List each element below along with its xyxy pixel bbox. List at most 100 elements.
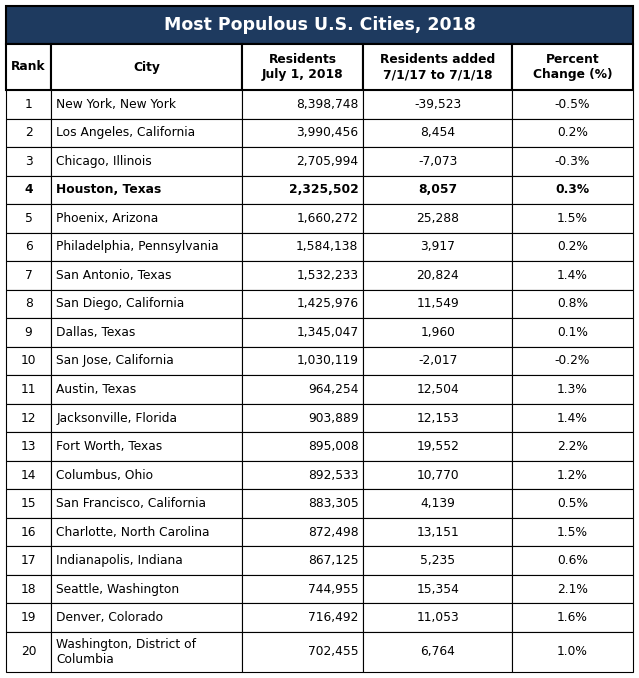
- Text: Los Angeles, California: Los Angeles, California: [56, 126, 196, 139]
- Bar: [512, 546, 633, 575]
- Bar: [242, 233, 364, 261]
- Text: 18: 18: [20, 582, 36, 596]
- Bar: [364, 575, 512, 603]
- Text: 895,008: 895,008: [307, 440, 358, 453]
- Bar: [6, 233, 51, 261]
- Text: 883,305: 883,305: [307, 497, 358, 510]
- Text: 744,955: 744,955: [308, 582, 358, 596]
- Text: 4: 4: [24, 183, 33, 197]
- Bar: [364, 346, 512, 375]
- Bar: [364, 204, 512, 233]
- Bar: [512, 433, 633, 461]
- Bar: [242, 119, 364, 147]
- Text: 14: 14: [21, 468, 36, 481]
- Text: Seattle, Washington: Seattle, Washington: [56, 582, 180, 596]
- Bar: [6, 204, 51, 233]
- Text: 10,770: 10,770: [417, 468, 459, 481]
- Bar: [51, 176, 242, 204]
- Bar: [242, 575, 364, 603]
- Text: Rank: Rank: [12, 60, 46, 73]
- Bar: [512, 176, 633, 204]
- Text: 1,584,138: 1,584,138: [296, 241, 358, 254]
- Text: 9: 9: [25, 326, 33, 339]
- Bar: [242, 261, 364, 290]
- Text: 0.3%: 0.3%: [555, 183, 590, 197]
- Bar: [512, 261, 633, 290]
- Text: San Diego, California: San Diego, California: [56, 298, 185, 311]
- Text: 1: 1: [25, 98, 33, 111]
- Bar: [242, 147, 364, 176]
- Bar: [364, 490, 512, 518]
- Text: 10: 10: [21, 355, 36, 367]
- Bar: [6, 461, 51, 490]
- Bar: [242, 204, 364, 233]
- Bar: [512, 318, 633, 346]
- Bar: [242, 546, 364, 575]
- Bar: [364, 603, 512, 632]
- Bar: [512, 290, 633, 318]
- Bar: [6, 346, 51, 375]
- Text: 716,492: 716,492: [308, 611, 358, 624]
- Text: 903,889: 903,889: [308, 412, 358, 424]
- Text: 8,057: 8,057: [418, 183, 458, 197]
- Text: 25,288: 25,288: [416, 212, 459, 225]
- Bar: [6, 318, 51, 346]
- Bar: [364, 261, 512, 290]
- Bar: [242, 290, 364, 318]
- Text: Fort Worth, Texas: Fort Worth, Texas: [56, 440, 162, 453]
- Bar: [6, 632, 51, 672]
- Bar: [242, 346, 364, 375]
- Bar: [512, 233, 633, 261]
- Text: 13,151: 13,151: [417, 525, 459, 538]
- Bar: [6, 375, 51, 404]
- Bar: [51, 546, 242, 575]
- Text: 1,345,047: 1,345,047: [296, 326, 358, 339]
- Text: 19,552: 19,552: [416, 440, 459, 453]
- Bar: [51, 233, 242, 261]
- Text: 0.8%: 0.8%: [557, 298, 588, 311]
- Text: 3: 3: [25, 155, 33, 168]
- Bar: [51, 461, 242, 490]
- Text: Indianapolis, Indiana: Indianapolis, Indiana: [56, 554, 183, 567]
- Text: 1.4%: 1.4%: [557, 412, 588, 424]
- Bar: [364, 632, 512, 672]
- Text: 6,764: 6,764: [420, 645, 455, 658]
- Bar: [51, 632, 242, 672]
- Bar: [242, 490, 364, 518]
- Bar: [6, 119, 51, 147]
- Text: 6: 6: [25, 241, 33, 254]
- Text: 2.1%: 2.1%: [557, 582, 588, 596]
- Bar: [6, 147, 51, 176]
- Bar: [51, 404, 242, 433]
- Text: 1.2%: 1.2%: [557, 468, 588, 481]
- Text: 892,533: 892,533: [308, 468, 358, 481]
- Text: San Jose, California: San Jose, California: [56, 355, 174, 367]
- Bar: [364, 147, 512, 176]
- Bar: [6, 290, 51, 318]
- Bar: [364, 461, 512, 490]
- Text: San Francisco, California: San Francisco, California: [56, 497, 206, 510]
- Text: -0.3%: -0.3%: [555, 155, 590, 168]
- Text: Houston, Texas: Houston, Texas: [56, 183, 162, 197]
- Text: 1,425,976: 1,425,976: [296, 298, 358, 311]
- Text: Residents added
7/1/17 to 7/1/18: Residents added 7/1/17 to 7/1/18: [380, 53, 495, 81]
- Bar: [364, 90, 512, 119]
- Bar: [242, 461, 364, 490]
- Text: 867,125: 867,125: [308, 554, 358, 567]
- Text: -7,073: -7,073: [418, 155, 458, 168]
- Bar: [6, 433, 51, 461]
- Bar: [242, 44, 364, 90]
- Bar: [512, 375, 633, 404]
- Text: 11,053: 11,053: [417, 611, 459, 624]
- Text: -0.2%: -0.2%: [555, 355, 590, 367]
- Text: 5,235: 5,235: [420, 554, 455, 567]
- Text: Dallas, Texas: Dallas, Texas: [56, 326, 135, 339]
- Text: 1.4%: 1.4%: [557, 269, 588, 282]
- Text: 16: 16: [21, 525, 36, 538]
- Text: 12,504: 12,504: [417, 383, 459, 396]
- Bar: [512, 44, 633, 90]
- Text: 0.6%: 0.6%: [557, 554, 588, 567]
- Bar: [512, 119, 633, 147]
- Text: -0.5%: -0.5%: [555, 98, 590, 111]
- Text: 5: 5: [25, 212, 33, 225]
